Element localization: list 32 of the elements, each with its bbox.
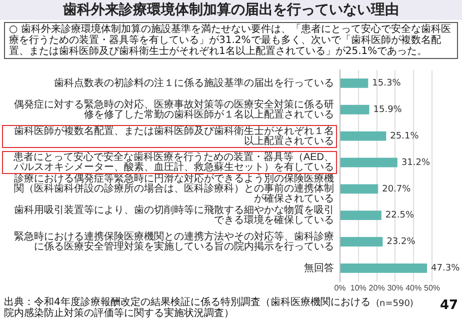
y-tick-label: 無回答 xyxy=(304,262,334,274)
bar xyxy=(340,263,428,273)
bar xyxy=(340,210,382,220)
bar xyxy=(340,158,398,168)
bar xyxy=(340,104,370,114)
data-label: 15.9% xyxy=(373,104,402,115)
y-tick-label: 歯科用吸引装置等により、歯の切削時等に飛散する細やかな物質を吸引できる環境を確保している xyxy=(14,204,334,226)
text: ○ 歯科外来診療環境体制加算の施設基準を満たせない要件は、「患者にとって安心で安全な歯科医療を行うための装置・器具等を有している」が31.2%で最も多く、次いで「歯科医師が複数名配置、または歯科医師及び歯科衛生士がそれぞれ1名以上配置されている」が25.1%であった。 xyxy=(4,22,458,59)
source-note: 出典：令和4年度診療報酬改定の結果検証に係る特別調査（歯科医療機関における院内感染防止対策の評価等に関する実施状況調査） xyxy=(4,297,372,319)
data-label: 23.2% xyxy=(386,237,416,248)
bar xyxy=(340,184,378,194)
text: 47 xyxy=(440,298,458,313)
bar xyxy=(340,131,386,141)
bar xyxy=(340,237,383,246)
data-label: 25.1% xyxy=(390,131,420,142)
text: (n=590) xyxy=(376,299,414,309)
data-label: 47.3% xyxy=(431,264,460,274)
x-tick-label: 30% xyxy=(387,283,404,292)
data-label: 20.7% xyxy=(382,184,412,194)
y-tick-label: 歯科点数表の初診料の注１に係る施設基準の届出を行っている xyxy=(54,76,334,89)
y-tick-label: 偶発症に対する緊急時の対応、医療事故対策等の医療安全対策に係る研修を修了した常勤の歯科医師が１名以上配置されている xyxy=(14,98,334,120)
x-tick-label: 0% xyxy=(334,283,346,292)
x-tick-label: 20% xyxy=(368,283,385,292)
data-label: 31.2% xyxy=(401,158,430,168)
chart-title: 歯科外来診療環境体制加算の届出を行っていない理由 xyxy=(0,0,462,20)
y-tick-label: 緊急時における連携保険医療機関との連携方法やその対応等、歯科診療に係る医療安全管理対策を実施している旨の院内掲示を行っている xyxy=(14,230,334,253)
x-tick-label: 40% xyxy=(406,283,422,292)
data-label: 22.5% xyxy=(385,210,414,221)
x-tick-label: 10% xyxy=(350,283,366,292)
bar xyxy=(340,78,368,88)
x-tick-label: 50% xyxy=(424,283,440,292)
data-label: 15.3% xyxy=(372,78,402,89)
